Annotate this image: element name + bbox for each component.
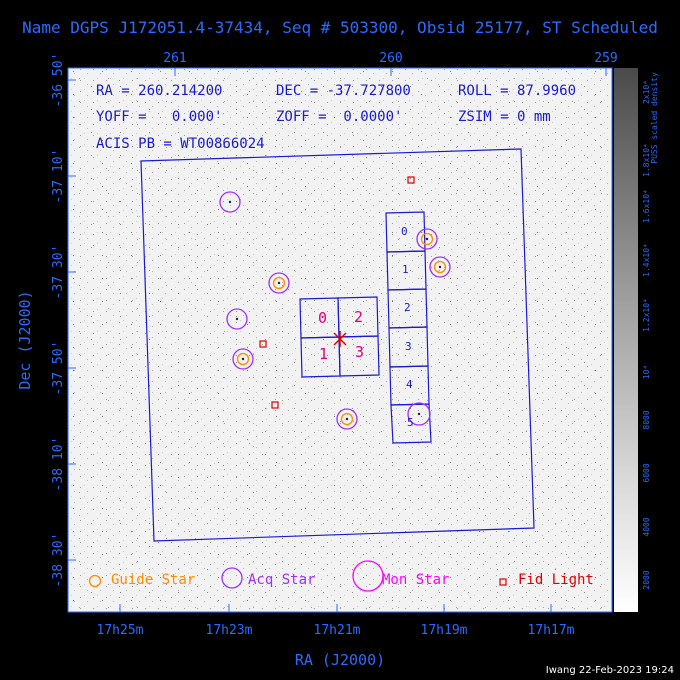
- y-tick: -38 10': [51, 437, 66, 492]
- info-zoff: ZOFF = 0.0000': [276, 109, 402, 125]
- colorbar: [614, 68, 638, 612]
- acis-s-label: 3: [405, 340, 412, 353]
- colorbar-tick: 6000: [642, 463, 651, 482]
- x-top-tick: 260: [379, 51, 402, 66]
- y-tick: -37 50': [51, 341, 66, 396]
- x-top-tick: 259: [594, 51, 617, 66]
- acis-i-chips: [299, 296, 380, 378]
- field-outline: [140, 148, 535, 542]
- acis-s-label: 5: [407, 416, 414, 429]
- acis-s-label: 4: [406, 378, 413, 391]
- acis-s-chips: [385, 211, 432, 444]
- info-zsim: ZSIM = 0 mm: [458, 109, 551, 125]
- y-tick: -38 30': [51, 533, 66, 588]
- colorbar-tick: 8000: [642, 410, 651, 429]
- colorbar-tick: 1.4x10⁴: [642, 243, 651, 277]
- x-top-tick: 261: [163, 51, 186, 66]
- info-acis: ACIS PB = WT00866024: [96, 136, 265, 152]
- legend-mon-label: Mon Star: [382, 572, 449, 588]
- acis-i-label: 0: [318, 309, 327, 327]
- acis-i-label: 2: [354, 308, 363, 326]
- legend-fid-icon: [499, 578, 507, 586]
- x-bottom-tick: 17h25m: [97, 623, 144, 638]
- legend-acq-icon: [221, 567, 243, 589]
- colorbar-tick: 4000: [642, 517, 651, 536]
- y-tick: -37 10': [51, 149, 66, 204]
- aimpoint-marker: [333, 331, 347, 347]
- colorbar-label: PUSS scaled density: [650, 72, 659, 164]
- legend-acq-label: Acq Star: [248, 572, 315, 588]
- acis-i-label: 1: [319, 345, 328, 363]
- info-dec: DEC = -37.727800: [276, 83, 411, 99]
- x-axis-label: RA (J2000): [295, 651, 385, 669]
- mon-star: [407, 402, 431, 426]
- legend-guide-icon: [88, 574, 102, 588]
- footer-timestamp: Iwang 22-Feb-2023 19:24: [545, 665, 674, 676]
- colorbar-tick: 1.8x10⁴: [642, 143, 651, 177]
- colorbar-tick: 2x10⁴: [642, 80, 651, 104]
- y-tick: -36 50': [51, 53, 66, 108]
- plot-title: Name DGPS J172051.4-37434, Seq # 503300,…: [22, 18, 658, 37]
- acis-s-label: 2: [404, 301, 411, 314]
- info-yoff: YOFF = 0.000': [96, 109, 222, 125]
- x-bottom-tick: 17h19m: [421, 623, 468, 638]
- legend-mon-icon: [352, 560, 384, 592]
- guide-stars: [236, 232, 447, 426]
- colorbar-tick: 2000: [642, 570, 651, 589]
- acis-i-label: 3: [355, 343, 364, 361]
- x-bottom-tick: 17h17m: [528, 623, 575, 638]
- acis-s-label: 0: [401, 225, 408, 238]
- y-axis-label: Dec (J2000): [16, 290, 34, 389]
- x-bottom-tick: 17h23m: [206, 623, 253, 638]
- fid-lights: [259, 176, 415, 409]
- colorbar-tick: 1.2x10⁴: [642, 298, 651, 332]
- colorbar-tick: 1.6x10⁴: [642, 189, 651, 223]
- info-ra: RA = 260.214200: [96, 83, 222, 99]
- acis-s-label: 1: [402, 263, 409, 276]
- y-tick: -37 30': [51, 245, 66, 300]
- colorbar-tick: 10⁴: [642, 365, 651, 379]
- legend-fid-label: Fid Light: [518, 572, 594, 588]
- x-bottom-tick: 17h21m: [314, 623, 361, 638]
- info-roll: ROLL = 87.9960: [458, 83, 576, 99]
- acq-stars: [219, 191, 451, 430]
- legend-guide-label: Guide Star: [111, 572, 195, 588]
